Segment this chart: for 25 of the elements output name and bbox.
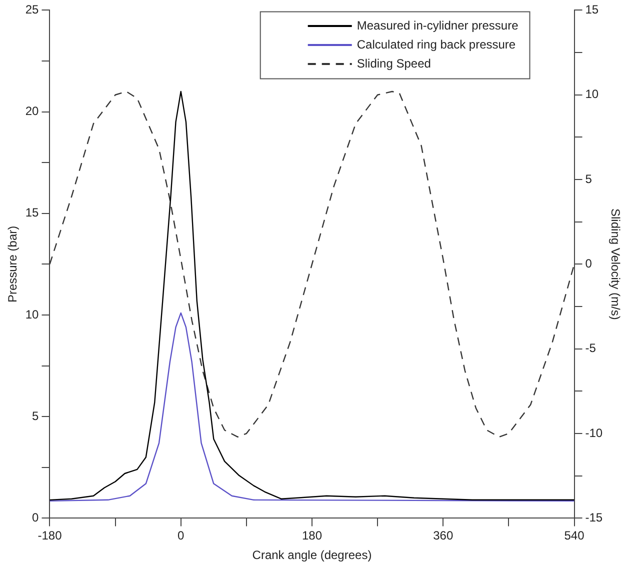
y-tick-label: 0 (32, 510, 40, 525)
y-tick-label: 10 (25, 307, 40, 322)
x-tick-label: 180 (302, 528, 322, 543)
y2-tick-label: -10 (585, 426, 603, 440)
y2-tick-label: 10 (585, 87, 599, 102)
y2-tick-label: -15 (585, 510, 603, 525)
legend-label: Calculated ring back pressure (356, 37, 516, 52)
x-axis-title: Crank angle (degrees) (252, 548, 372, 562)
y2-tick-label: -5 (585, 341, 596, 356)
x-tick-label: 0 (178, 528, 185, 543)
legend-label: Measured in-cylidner pressure (356, 18, 519, 32)
y2-tick-label: 15 (585, 2, 599, 17)
legend-label: Sliding Speed (356, 56, 431, 70)
y-tick-label: 25 (25, 2, 40, 17)
y-tick-label: 20 (25, 104, 40, 118)
y-tick-label: 15 (25, 206, 40, 220)
y2-tick-label: 5 (585, 172, 592, 186)
x-tick-label: 360 (433, 528, 454, 543)
y-axis-title: Pressure (bar) (6, 226, 20, 303)
y2-tick-label: 0 (585, 256, 592, 271)
x-tick-label: -180 (38, 528, 62, 543)
y2-axis-title: Sliding Velocity (m/s) (608, 208, 622, 320)
line-series (50, 90, 574, 438)
x-tick-label: 540 (564, 528, 585, 543)
y-tick-label: 5 (32, 408, 40, 423)
